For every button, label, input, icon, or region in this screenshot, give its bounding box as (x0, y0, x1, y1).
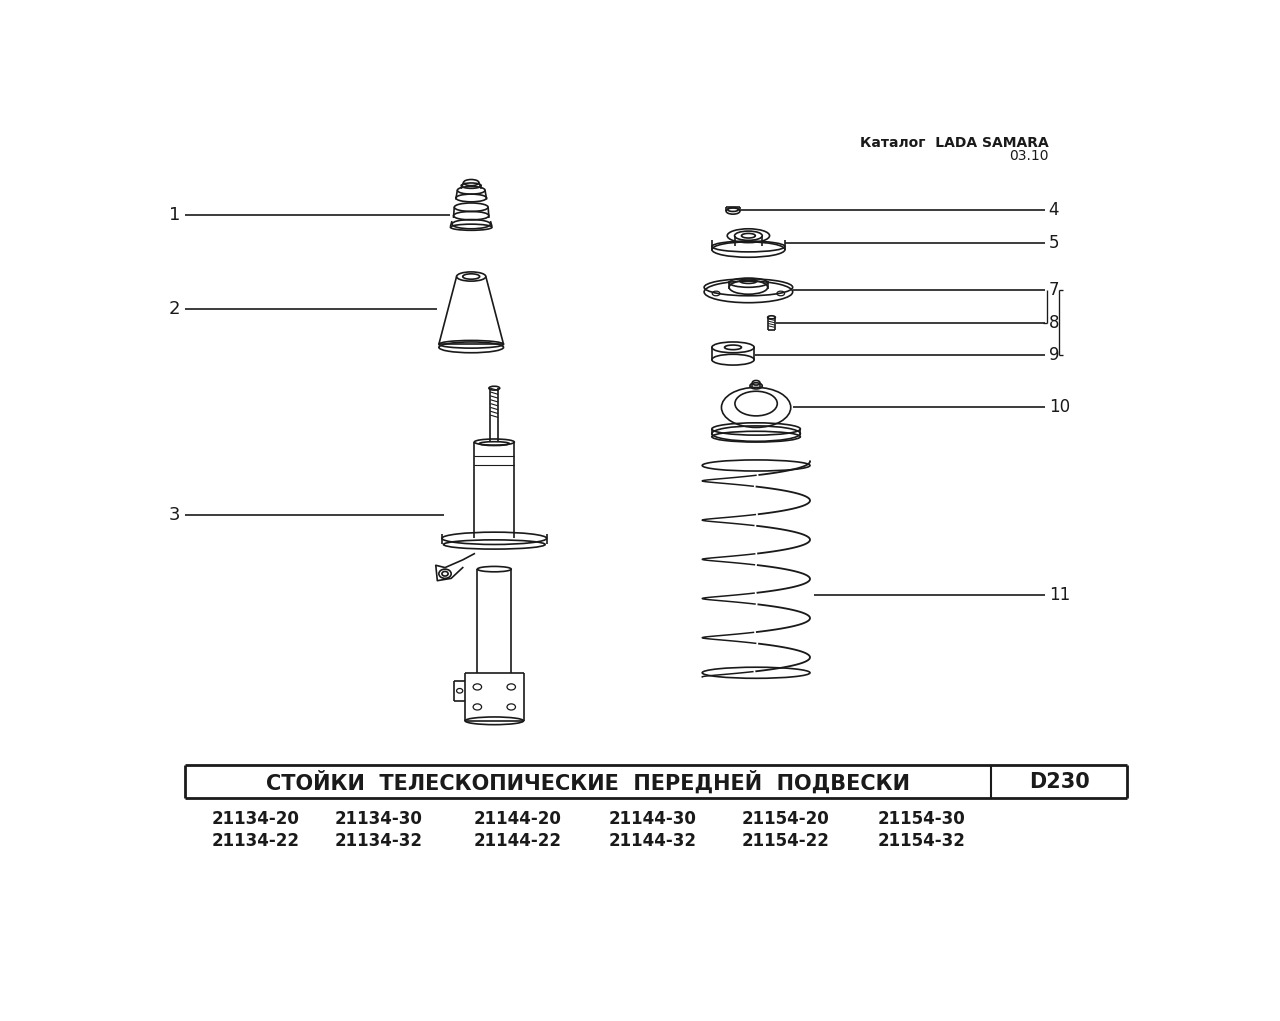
Text: 21134-30: 21134-30 (335, 811, 422, 828)
Text: 7: 7 (1048, 282, 1060, 299)
Text: 10: 10 (1048, 398, 1070, 417)
Text: 03.10: 03.10 (1009, 149, 1048, 162)
Text: 5: 5 (1048, 235, 1060, 252)
Text: D230: D230 (1029, 772, 1089, 791)
Text: Каталог  LADA SAMARA: Каталог LADA SAMARA (860, 137, 1048, 150)
Text: 8: 8 (1048, 314, 1060, 333)
Text: 21144-32: 21144-32 (608, 832, 696, 849)
Text: 3: 3 (169, 506, 180, 524)
Text: 21134-22: 21134-22 (211, 832, 300, 849)
Text: 9: 9 (1048, 346, 1060, 364)
Text: 21154-22: 21154-22 (741, 832, 829, 849)
Text: 21144-22: 21144-22 (474, 832, 562, 849)
Text: 21144-20: 21144-20 (474, 811, 562, 828)
Text: 21154-32: 21154-32 (878, 832, 965, 849)
Text: 1: 1 (169, 206, 180, 224)
Text: 11: 11 (1048, 586, 1070, 604)
Text: 21154-20: 21154-20 (741, 811, 829, 828)
Text: 21134-20: 21134-20 (211, 811, 300, 828)
Text: 4: 4 (1048, 200, 1060, 218)
Text: 21134-32: 21134-32 (335, 832, 422, 849)
Text: СТОЙКИ  ТЕЛЕСКОПИЧЕСКИЕ  ПЕРЕДНЕЙ  ПОДВЕСКИ: СТОЙКИ ТЕЛЕСКОПИЧЕСКИЕ ПЕРЕДНЕЙ ПОДВЕСКИ (266, 770, 910, 793)
Text: 21144-30: 21144-30 (608, 811, 696, 828)
Text: 21154-30: 21154-30 (878, 811, 965, 828)
Text: 2: 2 (169, 300, 180, 318)
